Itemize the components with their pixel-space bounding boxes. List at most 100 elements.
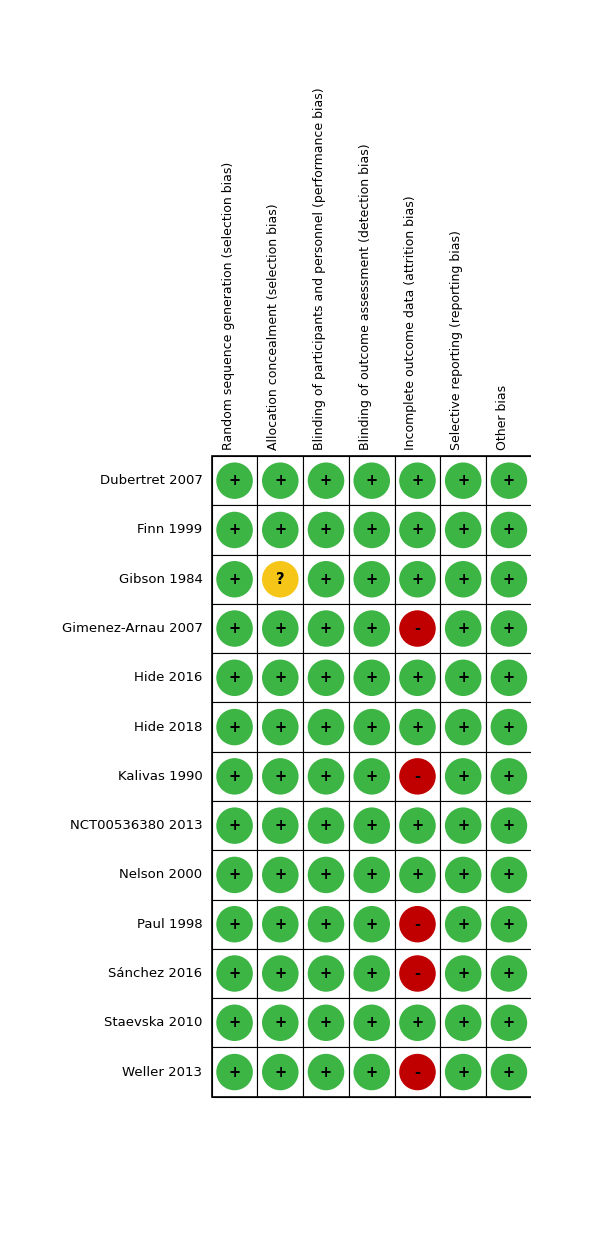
Text: +: + xyxy=(457,867,469,882)
Bar xyxy=(486,949,532,999)
Ellipse shape xyxy=(217,758,253,794)
Bar xyxy=(395,949,440,999)
Bar xyxy=(486,752,532,801)
Bar xyxy=(349,851,395,900)
Ellipse shape xyxy=(353,610,390,647)
Text: +: + xyxy=(366,867,378,882)
Text: +: + xyxy=(274,1065,286,1080)
Text: +: + xyxy=(274,818,286,833)
Ellipse shape xyxy=(445,955,481,991)
Text: +: + xyxy=(366,719,378,734)
Bar xyxy=(395,456,440,505)
Bar xyxy=(303,456,349,505)
Bar xyxy=(440,900,486,949)
Ellipse shape xyxy=(399,659,436,697)
Ellipse shape xyxy=(217,857,253,893)
Text: +: + xyxy=(228,1065,241,1080)
Bar xyxy=(440,703,486,752)
Ellipse shape xyxy=(262,610,299,647)
Ellipse shape xyxy=(353,758,390,794)
Ellipse shape xyxy=(262,758,299,794)
Bar xyxy=(257,555,303,604)
Text: +: + xyxy=(411,523,424,538)
Text: +: + xyxy=(503,1065,515,1080)
Text: +: + xyxy=(457,966,469,981)
Bar xyxy=(349,752,395,801)
Ellipse shape xyxy=(491,709,527,746)
Bar xyxy=(349,456,395,505)
Bar xyxy=(486,456,532,505)
Ellipse shape xyxy=(445,561,481,598)
Ellipse shape xyxy=(308,758,345,794)
Text: -: - xyxy=(414,917,421,932)
Text: +: + xyxy=(274,867,286,882)
Bar xyxy=(212,949,257,999)
Bar xyxy=(486,653,532,703)
Text: Gimenez-Arnau 2007: Gimenez-Arnau 2007 xyxy=(61,621,202,635)
Text: Hide 2018: Hide 2018 xyxy=(134,720,202,733)
Bar xyxy=(303,999,349,1048)
Text: +: + xyxy=(320,670,332,685)
Ellipse shape xyxy=(399,610,436,647)
Ellipse shape xyxy=(262,709,299,746)
Bar xyxy=(349,703,395,752)
Text: Paul 1998: Paul 1998 xyxy=(137,917,202,931)
Bar xyxy=(440,851,486,900)
Text: +: + xyxy=(274,719,286,734)
Ellipse shape xyxy=(491,561,527,598)
Bar xyxy=(440,752,486,801)
Bar xyxy=(212,653,257,703)
Bar xyxy=(257,999,303,1048)
Ellipse shape xyxy=(399,1005,436,1041)
Text: +: + xyxy=(320,1015,332,1030)
Text: +: + xyxy=(457,474,469,489)
Ellipse shape xyxy=(399,561,436,598)
Ellipse shape xyxy=(217,659,253,697)
Ellipse shape xyxy=(308,709,345,746)
Text: +: + xyxy=(228,917,241,932)
Text: +: + xyxy=(411,818,424,833)
Ellipse shape xyxy=(217,906,253,942)
Bar xyxy=(257,801,303,851)
Ellipse shape xyxy=(445,758,481,794)
Bar xyxy=(395,801,440,851)
Text: +: + xyxy=(320,474,332,489)
Text: +: + xyxy=(320,917,332,932)
Text: +: + xyxy=(503,966,515,981)
Bar xyxy=(440,456,486,505)
Bar xyxy=(395,703,440,752)
Ellipse shape xyxy=(491,955,527,991)
Bar xyxy=(486,555,532,604)
Text: Gibson 1984: Gibson 1984 xyxy=(119,573,202,585)
Text: +: + xyxy=(411,867,424,882)
Ellipse shape xyxy=(445,1054,481,1090)
Ellipse shape xyxy=(262,659,299,697)
Bar xyxy=(303,703,349,752)
Text: +: + xyxy=(228,523,241,538)
Text: +: + xyxy=(320,769,332,784)
Bar xyxy=(349,999,395,1048)
Ellipse shape xyxy=(217,511,253,549)
Text: +: + xyxy=(503,769,515,784)
Text: +: + xyxy=(457,1015,469,1030)
Ellipse shape xyxy=(491,1054,527,1090)
Text: Hide 2016: Hide 2016 xyxy=(134,672,202,684)
Bar xyxy=(212,703,257,752)
Bar xyxy=(486,851,532,900)
Ellipse shape xyxy=(491,807,527,843)
Text: Allocation concealment (selection bias): Allocation concealment (selection bias) xyxy=(267,203,280,450)
Ellipse shape xyxy=(491,1005,527,1041)
Ellipse shape xyxy=(308,1005,345,1041)
Ellipse shape xyxy=(491,511,527,549)
Bar xyxy=(257,703,303,752)
Ellipse shape xyxy=(262,857,299,893)
Text: +: + xyxy=(320,966,332,981)
Text: Incomplete outcome data (attrition bias): Incomplete outcome data (attrition bias) xyxy=(405,195,418,450)
Bar xyxy=(212,456,532,1096)
Ellipse shape xyxy=(262,1005,299,1041)
Ellipse shape xyxy=(217,462,253,499)
Text: +: + xyxy=(503,571,515,586)
Bar xyxy=(349,604,395,653)
Bar xyxy=(303,653,349,703)
Ellipse shape xyxy=(353,659,390,697)
